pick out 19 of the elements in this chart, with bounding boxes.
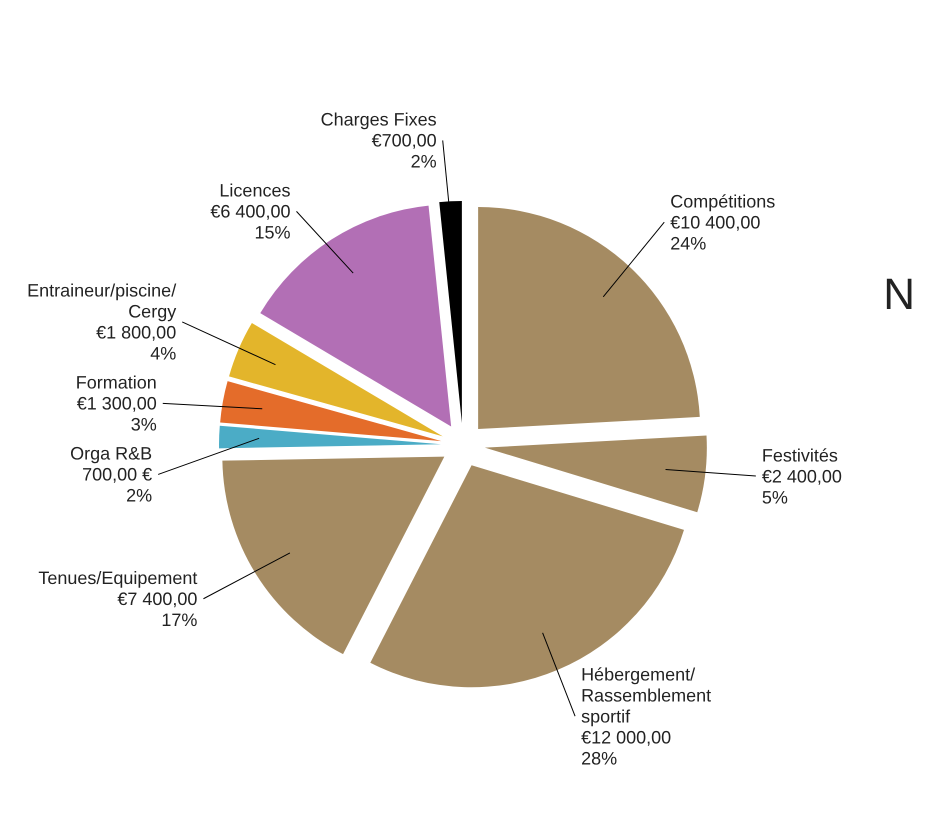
slice-label: Orga R&B — [70, 444, 152, 464]
slice-label: Hébergement/Rassemblement sportif — [581, 664, 712, 727]
slice-label: Festivités — [762, 445, 838, 466]
data-label: €1 800,00 4% — [96, 322, 176, 364]
data-label: €6 400,00 15% — [210, 202, 290, 243]
slice-label: Compétitions — [670, 191, 776, 212]
data-label: €10 400,00 24% — [670, 212, 760, 254]
data-label: €7 400,00 17% — [117, 589, 198, 630]
data-label: €12 000,00 28% — [581, 728, 672, 769]
text: N — [883, 270, 915, 320]
slice-label: Tenues/Equipement — [38, 568, 198, 588]
slice-label: Formation — [76, 372, 157, 393]
data-label: 700,00 € 2% — [82, 464, 152, 506]
data-label: €2 400,00 5% — [762, 466, 842, 508]
slice-label: Charges Fixes — [320, 110, 437, 130]
data-label: €1 300,00 3% — [76, 394, 157, 435]
slice-label: Licences — [219, 180, 290, 201]
data-label: €700,00 2% — [372, 130, 437, 172]
slice-label: Entraineur/piscine/Cergy — [27, 280, 176, 322]
